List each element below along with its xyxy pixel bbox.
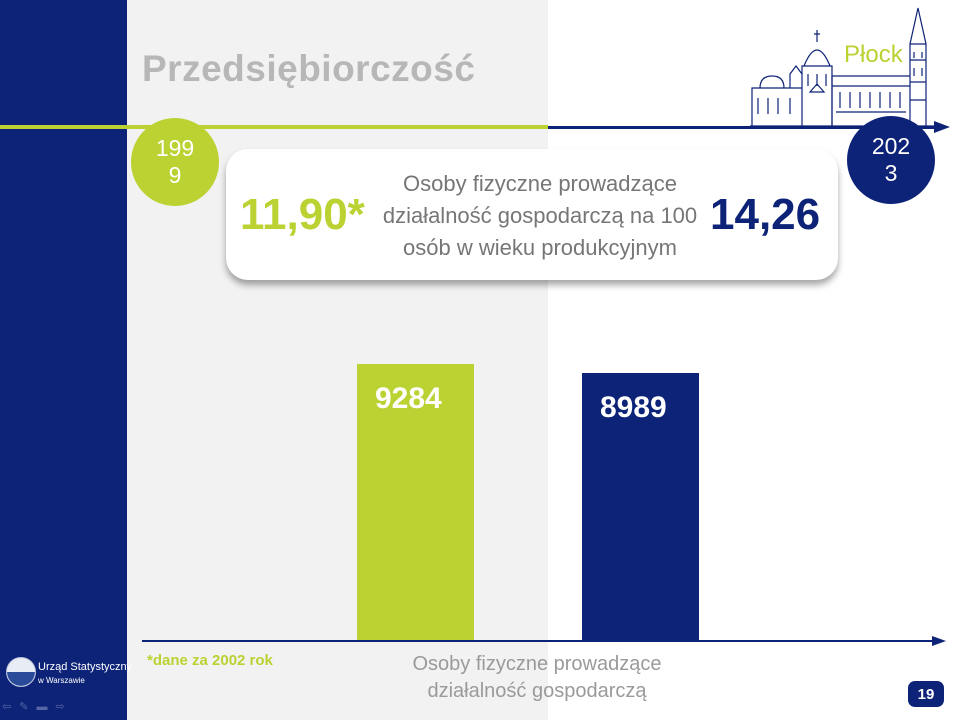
summary-end-value: 14,26 — [710, 190, 821, 239]
left-sidebar — [0, 0, 127, 720]
bar-2023 — [582, 373, 699, 640]
start-year-badge: 1999 — [131, 118, 219, 206]
city-name: Płock — [844, 41, 903, 68]
page-title: Przedsiębiorczość — [142, 48, 476, 89]
summary-description: Osoby fizyczne prowadzące działalność go… — [382, 171, 698, 260]
x-axis-label: Osoby fizyczne prowadzące działalność go… — [412, 653, 662, 702]
summary-start-value: 11,90* — [240, 190, 365, 239]
end-year-label: 2023 — [871, 133, 911, 186]
office-logo: Urząd Statystyczny w Warszawie — [4, 655, 132, 695]
footnote: *dane za 2002 rok — [147, 652, 273, 669]
x-axis-line — [142, 640, 934, 642]
gray-panel — [127, 0, 548, 720]
timeline-line-past — [0, 125, 548, 129]
pen-icon[interactable]: ✎ — [19, 701, 29, 713]
x-axis-arrow-icon — [932, 636, 946, 646]
back-arrow-icon[interactable]: ⇦ — [2, 701, 12, 713]
end-year-badge: 2023 — [847, 116, 935, 204]
start-year-label: 1999 — [155, 135, 195, 188]
timeline-line-present — [548, 126, 938, 129]
timeline-arrow-icon — [934, 121, 950, 133]
logo-emblem-icon — [6, 657, 36, 687]
menu-icon[interactable]: ▬ — [36, 701, 48, 713]
forward-arrow-icon[interactable]: ⇨ — [55, 701, 65, 713]
bar-value-label-2023: 8989 — [600, 391, 667, 424]
slide-navigation: ⇦ ✎ ▬ ⇨ — [2, 700, 92, 714]
bar-1999 — [357, 364, 474, 640]
summary-card — [226, 149, 838, 280]
bar-value-label-1999: 9284 — [375, 382, 442, 415]
page-number: 19 — [908, 681, 944, 707]
logo-name: Urząd Statystyczny — [38, 661, 133, 673]
logo-subtitle: w Warszawie — [38, 676, 85, 685]
